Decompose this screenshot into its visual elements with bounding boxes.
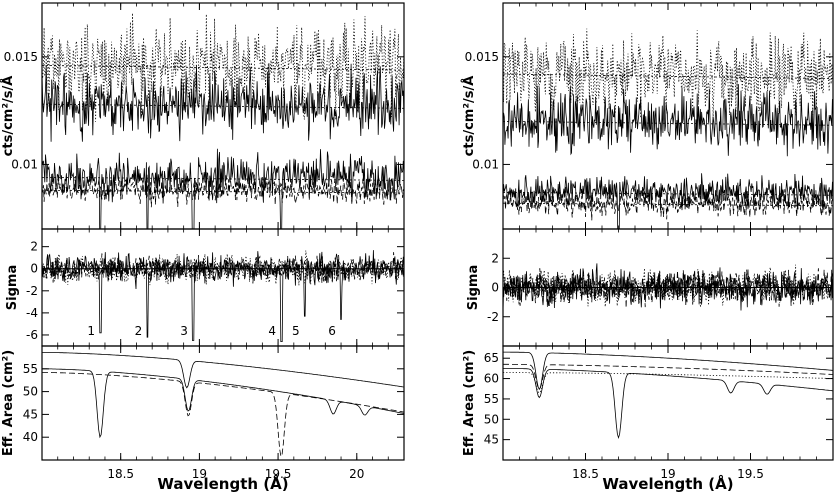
y-tick-label: 45 [484, 433, 499, 447]
series-line-dashed [503, 186, 833, 221]
series-line-solid [503, 84, 833, 157]
series-line-dotted [503, 28, 833, 119]
y-tick-label: 55 [484, 392, 499, 406]
x-axis-title: Wavelength (Å) [602, 474, 733, 493]
x-tick-label: 19.5 [265, 467, 292, 481]
panel-left-bottom: 18.5 19 19.5 20 40 45 50 55 Eff. Area (cm²) Wavel… [1, 345, 405, 493]
continuum-fit-line [42, 103, 404, 109]
series-line-dotted [42, 250, 404, 286]
y-axis-title: Eff. Area (cm²) [462, 350, 477, 456]
y-tick-label: 55 [23, 362, 38, 376]
series-line-dotted [503, 264, 833, 308]
x-axis-title: Wavelength (Å) [157, 474, 288, 493]
y-tick-label: 65 [484, 351, 499, 365]
panel-left-middle: 1 2 3 4 5 6 -6 -4 -2 0 2 Sigma [5, 228, 405, 347]
y-tick-label: 0.015 [465, 50, 499, 64]
y-axis-title: Eff. Area (cm²) [1, 350, 16, 456]
y-tick-label: 2 [30, 240, 38, 254]
y-tick-label: 0.01 [472, 157, 499, 171]
line-marker-label: 5 [292, 324, 300, 338]
series-line-dashed [503, 268, 833, 308]
continuum-fit-line [42, 189, 404, 194]
y-axis-title: cts/cm²/s/Å [461, 76, 477, 157]
continuum-fit-line [503, 120, 833, 126]
plot-area [42, 13, 404, 229]
plot-area [503, 28, 833, 229]
x-tick-label: 19 [192, 467, 207, 481]
continuum-fit-line [503, 202, 833, 207]
x-tick-label: 18.5 [107, 467, 134, 481]
panel-right-top: 0.01 0.015 cts/cm²/s/Å [461, 2, 834, 230]
series-line-solid [503, 367, 833, 440]
line-marker-label: 1 [87, 324, 95, 338]
y-tick-label: 40 [23, 430, 38, 444]
x-tick-label: 18.5 [572, 467, 599, 481]
series-line-solid [503, 351, 833, 391]
panel-left-top: 0.01 0.015 cts/cm²/s/Å [0, 2, 405, 230]
y-tick-label: 50 [23, 385, 38, 399]
y-tick-label: 0.015 [4, 50, 38, 64]
y-tick-label: -4 [26, 306, 38, 320]
y-tick-label: 50 [484, 412, 499, 426]
y-tick-label: -2 [487, 310, 499, 324]
y-tick-label: 60 [484, 372, 499, 386]
series-line-solid [503, 173, 833, 229]
x-tick-label: 20 [349, 467, 364, 481]
series-line-solid [42, 351, 404, 389]
y-axis-title: Sigma [466, 265, 481, 310]
y-axis-title: Sigma [5, 265, 20, 310]
series-line-solid [42, 63, 404, 142]
x-tick-label: 19.5 [737, 467, 764, 481]
x-tick-label: 19 [660, 467, 675, 481]
continuum-fit-line [42, 65, 404, 71]
line-marker-label: 6 [328, 324, 336, 338]
series-line-dashed [42, 252, 404, 285]
series-line-dashed [42, 372, 404, 458]
plot-area [503, 263, 833, 313]
series-line-dashed [503, 363, 833, 390]
panel-right-middle: -2 0 2 Sigma [466, 228, 834, 347]
panel-frame [41, 228, 405, 347]
y-tick-label: 0 [491, 281, 499, 295]
y-axis-title: cts/cm²/s/Å [0, 76, 16, 157]
y-tick-label: 45 [23, 407, 38, 421]
continuum-fit-line [42, 176, 404, 181]
y-tick-label: -2 [26, 284, 38, 298]
continuum-fit-line [503, 192, 833, 196]
y-tick-label: 0 [30, 262, 38, 276]
panel-frame [502, 345, 834, 461]
line-marker-label: 4 [268, 324, 276, 338]
y-tick-label: 2 [491, 251, 499, 265]
series-line-solid [42, 148, 404, 229]
plot-area [503, 351, 833, 440]
y-tick-label: -6 [26, 328, 38, 342]
series-line-solid [42, 368, 404, 439]
y-tick-label: 0.01 [11, 157, 38, 171]
series-line-dotted [42, 13, 404, 122]
line-marker-label: 2 [135, 324, 143, 338]
continuum-fit-line [503, 73, 833, 80]
plot-area [42, 351, 404, 458]
line-marker-label: 3 [180, 324, 188, 338]
panel-right-bottom: 18.5 19 19.5 45 50 55 60 65 Eff. Area (cm²) Wavel… [462, 345, 834, 493]
panel-frame [41, 345, 405, 461]
plot-area [42, 250, 404, 343]
